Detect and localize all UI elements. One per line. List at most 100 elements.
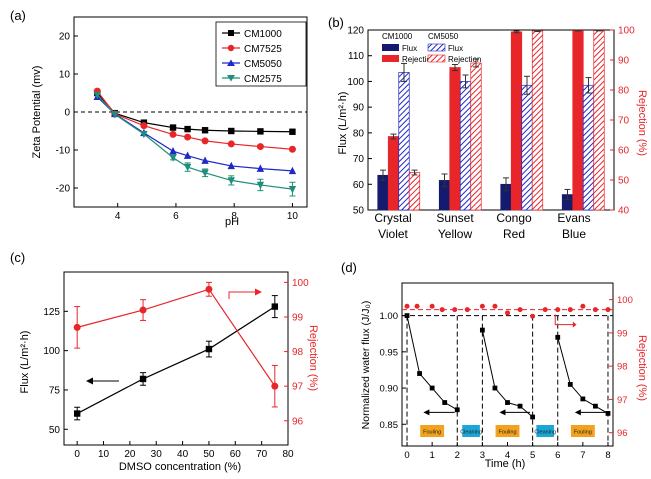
- chart-a-series-3-point-2: [140, 130, 148, 139]
- chart-d-flux-point-8: [517, 403, 523, 409]
- chart-d-rejection-point-4: [452, 307, 458, 313]
- chart-b-y2tick-label-6: 100: [618, 26, 635, 37]
- chart-d-rejection-point-3: [439, 307, 445, 313]
- chart-a-series-0-point-6: [228, 127, 235, 135]
- chart-c-series-1-point-2: [205, 285, 213, 293]
- chart-a-series-3-point-6: [227, 177, 235, 185]
- chart-b-bar-2-1: [459, 81, 472, 211]
- legend-b-header-0: CM1000: [382, 32, 413, 41]
- chart-c-ytick-label-2: 100: [43, 346, 60, 357]
- chart-a-series-1-point-4: [184, 133, 192, 141]
- chart-b-legend: CM1000 CM5050 Flux Rejection Flux Reject…: [382, 32, 481, 64]
- chart-d-xtick-label-3: 3: [480, 450, 485, 461]
- chart-d-flux-point-5: [479, 327, 485, 333]
- chart-b-y2tick-label-5: 90: [618, 56, 630, 67]
- chart-d-rejection-point-7: [492, 303, 498, 309]
- chart-b-ytick-label-6: 110: [348, 51, 364, 62]
- chart-c-arrowhead-rejection: [255, 288, 262, 296]
- legend-b-label-1: Rejection: [402, 55, 435, 64]
- chart-d-xlabel: Time (h): [485, 458, 526, 470]
- chart-d-xtick-label-6: 6: [555, 450, 560, 461]
- chart-d-rejection-point-14: [580, 303, 586, 309]
- chart-c-ylabel: Flux (L/m²·h): [19, 331, 31, 394]
- chart-d-flux-arrowhead-1: [499, 409, 506, 416]
- chart-c-xtick-label-2: 20: [124, 449, 136, 460]
- panel-label-d: (d): [341, 260, 357, 275]
- chart-a-series-3-point-8: [288, 185, 297, 194]
- legend-a-label-2: CM5050: [244, 59, 282, 70]
- chart-d-phase-label-2: Fouling: [498, 430, 516, 436]
- chart-d-ytick-label-1: 0.90: [380, 384, 399, 395]
- chart-d-xtick-label-7: 7: [580, 450, 585, 461]
- chart-d-rejection-point-13: [567, 307, 573, 313]
- category-label-2: Congo: [496, 211, 532, 225]
- chart-a-series-3-point-7: [256, 181, 265, 190]
- chart-d-flux-curve-2: [557, 337, 609, 414]
- chart-d-xtick-label-8: 8: [605, 450, 610, 461]
- panel-label-c: (c): [10, 250, 25, 265]
- chart-c-xtick-label-3: 30: [151, 449, 163, 460]
- chart-b-bar-1-3: [572, 30, 584, 211]
- chart-d-ytick-label-2: 0.95: [380, 347, 399, 358]
- chart-c-arrowhead-flux: [86, 377, 93, 385]
- legend-b-swatch-0: [382, 44, 399, 51]
- category-label-0-line2: Violet: [378, 227, 408, 241]
- chart-b-bar-3-2: [531, 30, 544, 211]
- chart-a-ytick-label-2: 0: [64, 108, 70, 119]
- chart-c-series-0-point-2: [205, 345, 213, 353]
- chart-d-ylabel: Normalized water flux (J/J₀): [360, 301, 372, 430]
- chart-b-ylabel: Flux (L/m²·h): [337, 92, 349, 155]
- chart-c-series-1-line: [77, 288, 276, 387]
- chart-b-ytick-label-2: 70: [353, 154, 365, 165]
- chart-c-xtick-label-6: 60: [230, 449, 242, 460]
- chart-c-series-0-point-3: [271, 303, 279, 310]
- chart-c-arrow-rejection: [228, 291, 258, 299]
- legend-b-label-0: Flux: [402, 44, 417, 53]
- chart-b-ytick-label-7: 120: [347, 26, 364, 37]
- chart-c-y2tick-label-3: 99: [292, 312, 304, 323]
- chart-d-flux-point-6: [492, 385, 498, 391]
- chart-d-ytick-label-0: 0.85: [380, 420, 399, 431]
- chart-c-series-1-point-0: [73, 323, 81, 331]
- chart-b-ytick-label-1: 60: [353, 180, 365, 191]
- chart-c-ytick-label-1: 75: [49, 385, 61, 396]
- category-label-1-line2: Yellow: [438, 227, 473, 241]
- chart-d-phase-label-1: Cleaning: [460, 430, 482, 436]
- chart-b-bar-2-3: [582, 84, 595, 211]
- category-label-3-line2: Blue: [562, 227, 586, 241]
- chart-b-ytick-label-4: 90: [353, 103, 365, 114]
- chart-a-series-1-point-7: [256, 143, 264, 151]
- chart-d-xtick-label-1: 1: [429, 450, 434, 461]
- chart-b-bar-1-1: [449, 67, 461, 211]
- chart-b-category-labels: Crystal Violet Sunset Yellow Congo Red E…: [374, 211, 590, 241]
- chart-b-ytick-label-5: 100: [347, 77, 364, 88]
- legend-b-swatch-2: [427, 43, 446, 52]
- chart-d-flux-arrowhead-2: [574, 409, 581, 416]
- chart-d-phase-bar-3: [536, 425, 554, 437]
- chart-d-y2tick-label-1: 97: [617, 395, 628, 406]
- chart-d-flux-point-13: [593, 403, 598, 409]
- chart-d-flux-point-4: [454, 407, 460, 413]
- legend-b-label-3: Rejection: [448, 55, 481, 64]
- category-label-3: Evans: [557, 211, 590, 225]
- legend-a-label-0: CM1000: [244, 29, 282, 40]
- chart-d-flux-point-9: [530, 414, 536, 420]
- legend-a-marker-2: [227, 59, 235, 66]
- chart-b-bar-3-3: [593, 30, 605, 211]
- chart-a-ytick-label-0: -20: [56, 184, 71, 195]
- chart-d-flux-point-10: [555, 334, 561, 340]
- chart-d-phase-label-3: Cleaning: [534, 430, 556, 436]
- chart-c-series-0-line: [76, 306, 276, 415]
- chart-c-xtick-label-5: 50: [203, 449, 215, 460]
- chart-c-xtick-label-4: 40: [177, 449, 189, 460]
- chart-c-y2tick-label-2: 98: [292, 347, 304, 358]
- chart-d-flux-curve-0: [406, 315, 458, 411]
- chart-c-ytick-label-3: 125: [43, 307, 60, 318]
- chart-d-rejection-arrow: [554, 314, 576, 326]
- chart-a-series-0-point-8: [289, 128, 296, 135]
- chart-b-y2tick-label-1: 50: [618, 176, 630, 187]
- chart-c-y2tick-label-4: 100: [292, 278, 309, 289]
- chart-b-bar-2-0: [398, 72, 410, 211]
- chart-d-y2tick-label-0: 96: [617, 428, 628, 439]
- chart-d-rejection-point-2: [429, 303, 435, 309]
